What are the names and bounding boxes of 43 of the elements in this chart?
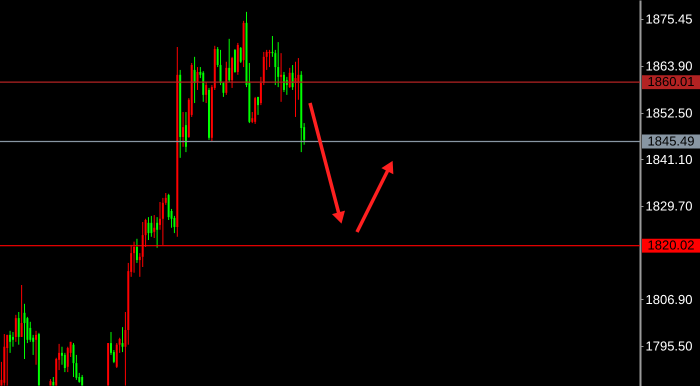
ref-line-label: 1860.01	[648, 74, 694, 90]
candlestick	[182, 112, 184, 148]
candlestick	[234, 48, 236, 74]
candlestick	[280, 52, 282, 102]
candlestick	[122, 326, 124, 353]
candlestick	[20, 284, 23, 338]
candlestick	[18, 311, 20, 346]
candlestick	[194, 56, 196, 104]
y-tick-label: 1863.90	[646, 58, 692, 74]
candlestick	[66, 346, 69, 373]
candlestick	[254, 96, 256, 124]
candlestick	[196, 66, 198, 90]
y-tick-label: 1806.90	[646, 292, 692, 307]
candlestick	[292, 64, 294, 90]
candlestick	[6, 334, 8, 386]
candlestick	[153, 214, 156, 238]
candlestick	[72, 342, 75, 378]
candlestick	[202, 70, 204, 102]
ref-line-label: 1820.02	[648, 238, 694, 253]
candlestick	[184, 112, 187, 153]
candlestick	[147, 216, 150, 241]
candlestick	[136, 238, 138, 264]
y-tick-label: 1852.50	[646, 105, 692, 120]
candlestick	[288, 67, 291, 88]
candlestick	[205, 82, 208, 104]
candlestick	[257, 96, 260, 116]
candlestick	[282, 71, 285, 92]
candlestick	[231, 56, 234, 88]
candlestick	[14, 314, 17, 342]
candlestick	[228, 38, 230, 83]
candlestick	[9, 330, 12, 354]
candlestick	[24, 303, 26, 360]
y-tick-label: 1795.50	[646, 338, 692, 354]
y-tick-label: 1829.70	[646, 198, 692, 214]
candlestick	[12, 332, 14, 348]
candlestick	[240, 46, 242, 64]
ref-line-label: 1845.49	[648, 134, 694, 149]
candlestick	[35, 330, 38, 366]
y-tick-label: 1875.45	[646, 12, 692, 27]
candlestick	[277, 42, 280, 88]
candlestick	[156, 216, 158, 248]
candlestick	[150, 215, 152, 238]
y-tick-label: 1841.10	[646, 152, 692, 167]
